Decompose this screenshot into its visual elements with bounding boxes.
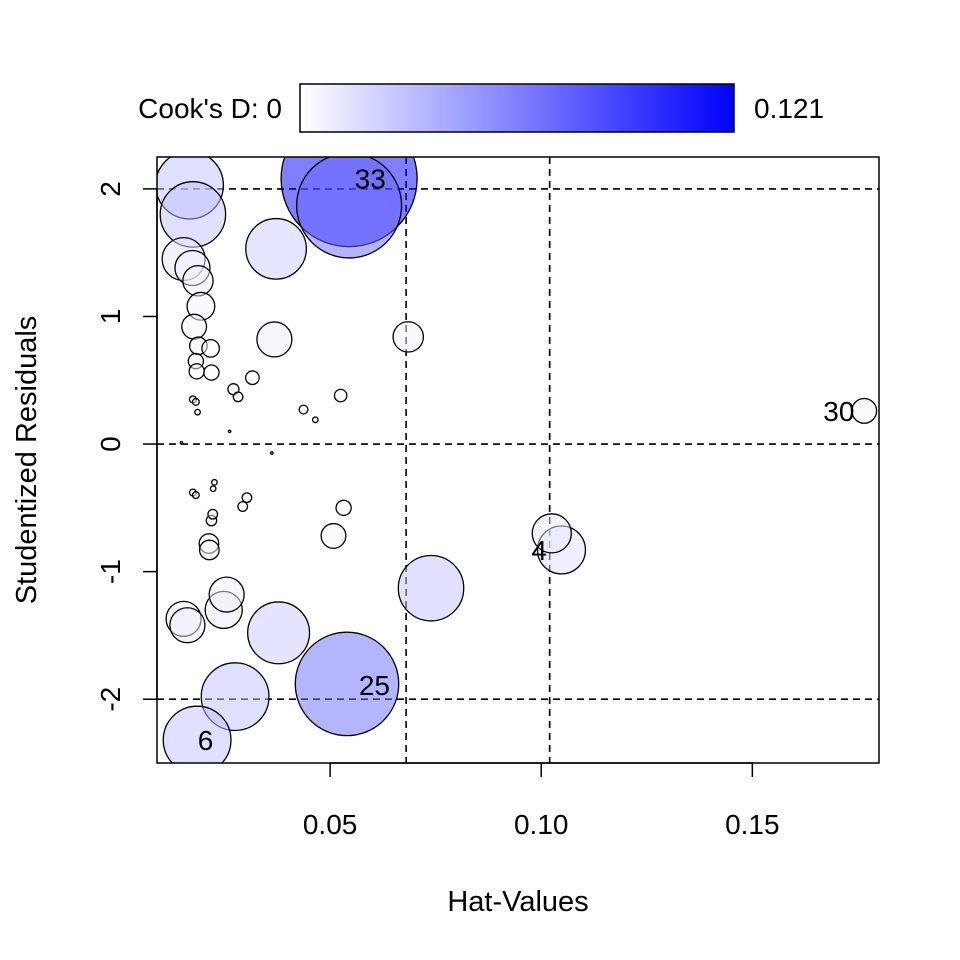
bubble-point (237, 501, 249, 513)
bubble-point (227, 429, 232, 434)
bubble-point (198, 539, 220, 561)
bubble-point (294, 631, 400, 737)
point-label: 30 (823, 396, 854, 427)
legend-min-label: Cook's D: 0 (138, 93, 282, 124)
x-axis: 0.05 0.10 0.15 (303, 762, 780, 840)
bubble-point (201, 338, 221, 358)
x-tick-label: 0.15 (725, 809, 780, 840)
bubble-point (182, 264, 214, 297)
bubble-point (392, 321, 425, 353)
bubble-point (397, 554, 465, 622)
bubble-point (333, 388, 348, 403)
bubble-point (191, 397, 200, 406)
point-label: 33 (355, 164, 386, 195)
bubble-point (247, 601, 311, 665)
y-axis-label: Studentized Residuals (11, 316, 43, 605)
bubble-point (335, 499, 352, 517)
bubble-point (245, 217, 308, 280)
y-tick-label: 1 (95, 309, 126, 325)
point-label: 4 (531, 535, 547, 566)
bubble-point (179, 440, 184, 445)
bubble-point (311, 416, 319, 424)
legend-color-bar (299, 83, 735, 133)
bubble-point (191, 491, 200, 500)
bubble-point (209, 485, 217, 493)
bubble-point (208, 576, 245, 613)
bubble-point (245, 370, 260, 386)
bubble-point (256, 321, 293, 358)
bubble-point (851, 397, 878, 424)
y-tick-label: 2 (95, 181, 126, 197)
bubble-point (269, 451, 274, 455)
bubble-point (203, 364, 220, 381)
bubble-point (531, 513, 572, 554)
bubble-point (298, 404, 309, 415)
bubble-point (159, 181, 227, 248)
x-tick-label: 0.10 (514, 809, 569, 840)
bubble-point (169, 607, 206, 644)
y-tick-label: 0 (95, 436, 126, 452)
legend-max-label: 0.121 (754, 93, 824, 124)
bubble-point (181, 313, 208, 340)
y-tick-label: -1 (95, 559, 126, 584)
point-label: 6 (198, 725, 214, 756)
bubble-point (232, 391, 244, 403)
bubble-layer (157, 157, 878, 763)
x-tick-label: 0.05 (303, 809, 358, 840)
reference-lines (157, 157, 879, 763)
bubble-point (194, 408, 201, 416)
bubble-point (211, 478, 218, 486)
point-label: 25 (359, 670, 390, 701)
bubble-point (296, 157, 403, 259)
y-axis: -2 -1 0 1 2 (95, 181, 158, 712)
bubble-point (162, 705, 232, 763)
bubble-point (320, 522, 347, 549)
point-labels: 33 30 4 25 6 (198, 164, 855, 756)
bubble-point (241, 492, 253, 504)
y-tick-label: -2 (95, 687, 126, 712)
x-axis-label: Hat-Values (447, 886, 588, 918)
bubble-point (188, 363, 205, 380)
bubble-point (207, 508, 219, 520)
